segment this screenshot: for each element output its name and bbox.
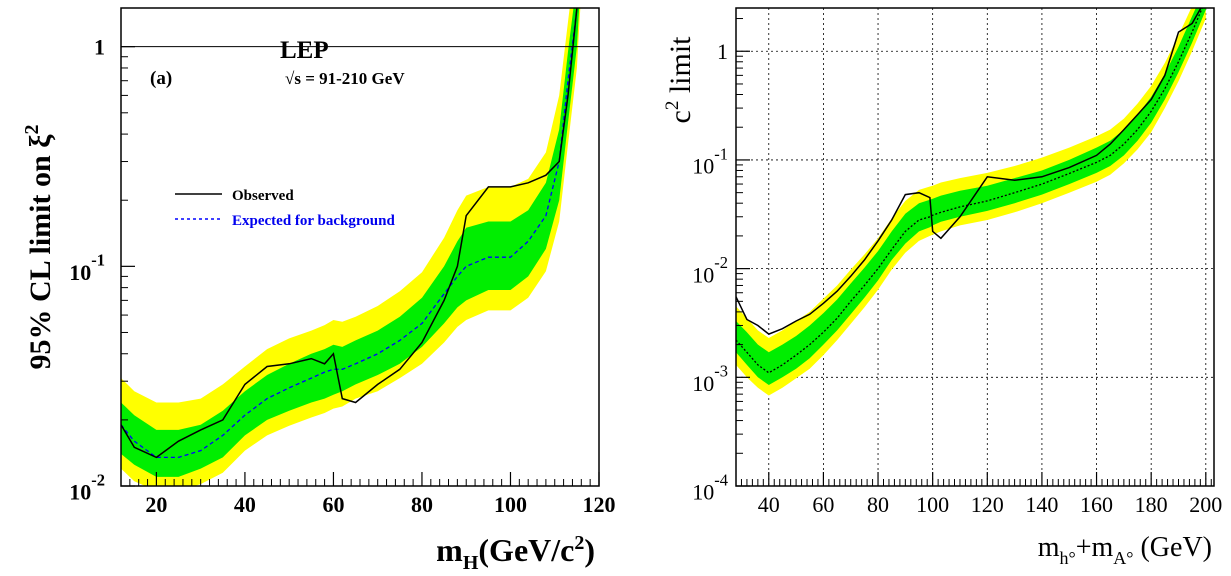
x-tick-label: 200 xyxy=(1189,492,1222,517)
right-chart: 40 60 80 100 120 140 160 180 200110-110-210-310-… xyxy=(662,7,1222,568)
y-tick-exp: -1 xyxy=(91,251,105,270)
left-y-axis-title: 95% CL limit on ξ2 xyxy=(21,124,57,369)
left-x-axis-label: m xyxy=(436,532,463,568)
right-plot-area xyxy=(736,8,1206,396)
right-frame xyxy=(735,7,1215,487)
x-tick-label: 40 xyxy=(234,492,256,517)
left-x-axis-unit-sup: 2 xyxy=(574,532,584,554)
right-grid xyxy=(736,8,1214,487)
right-x-axis-mid: +m xyxy=(1076,532,1114,563)
left-y-axis-label-sup: 2 xyxy=(21,124,43,134)
y-tick-label: 10-3 xyxy=(692,362,728,396)
x-tick-label: 60 xyxy=(322,492,344,517)
x-tick-label: 160 xyxy=(1080,492,1113,517)
left-energy-label: √s = 91-210 GeV xyxy=(285,69,405,88)
y-tick-exp: -3 xyxy=(714,362,728,381)
y-tick-base: 1 xyxy=(717,39,728,64)
y-tick-exp: -2 xyxy=(714,253,728,272)
right-y-axis-label-sup: 2 xyxy=(662,101,683,111)
y-tick-label: 1 xyxy=(94,34,105,59)
left-y-axis-label: 95% CL limit on ξ xyxy=(24,134,57,370)
legend-observed-label: Observed xyxy=(232,188,294,204)
y-tick-base: 10 xyxy=(692,480,714,505)
x-tick-label: 180 xyxy=(1135,492,1168,517)
y-tick-label: 10-1 xyxy=(69,251,105,285)
left-x-axis-title: mH(GeV/c2) xyxy=(436,532,595,574)
right-x-axis-sub1: h° xyxy=(1059,548,1075,568)
x-tick-label: 120 xyxy=(583,492,616,517)
y-tick-exp: -2 xyxy=(91,470,105,489)
band-1-sigma xyxy=(121,8,580,477)
right-y-axis-title: c2 limit xyxy=(662,36,697,124)
right-x-axis-label: m xyxy=(1038,532,1060,563)
left-x-axis-unit: (GeV/c xyxy=(478,532,574,568)
y-tick-base: 10 xyxy=(692,262,714,287)
left-plot-area xyxy=(121,8,599,486)
left-header-text: LEP xyxy=(280,37,329,64)
left-panel-label: (a) xyxy=(150,68,172,89)
right-x-axis-sub2: A° xyxy=(1113,548,1133,568)
x-tick-label: 60 xyxy=(812,492,834,517)
band-1-sigma xyxy=(736,8,1206,385)
x-tick-label: 100 xyxy=(916,492,949,517)
left-frame xyxy=(120,7,600,487)
observed-line xyxy=(121,8,578,459)
left-x-axis-label-sub: H xyxy=(463,552,479,574)
x-tick-label: 100 xyxy=(494,492,527,517)
x-tick-label: 80 xyxy=(411,492,433,517)
x-tick-label: 140 xyxy=(1025,492,1058,517)
y-tick-label: 1 xyxy=(717,39,728,64)
left-x-axis-close: ) xyxy=(584,532,595,568)
y-tick-label: 10-2 xyxy=(69,470,105,504)
right-x-axis-title: mh°+mA° (GeV) xyxy=(1038,532,1212,568)
right-y-axis-label-rest: limit xyxy=(664,36,697,101)
y-tick-label: 10-1 xyxy=(692,144,728,178)
y-tick-label: 10-2 xyxy=(692,253,728,287)
y-tick-base: 10 xyxy=(692,154,714,179)
right-y-axis-label: c xyxy=(664,110,697,123)
x-tick-label: 80 xyxy=(867,492,889,517)
legend-expected-label: Expected for background xyxy=(232,213,395,229)
observed-line xyxy=(736,8,1202,335)
x-tick-label: 20 xyxy=(145,492,167,517)
right-x-axis-unit: (GeV) xyxy=(1133,532,1212,563)
y-tick-label: 10-4 xyxy=(692,470,728,504)
x-tick-label: 40 xyxy=(758,492,780,517)
y-tick-exp: -4 xyxy=(714,470,728,489)
y-tick-base: 10 xyxy=(692,371,714,396)
y-tick-base: 10 xyxy=(69,260,91,285)
expected-line xyxy=(736,8,1203,374)
y-tick-base: 10 xyxy=(69,480,91,505)
x-tick-label: 120 xyxy=(971,492,1004,517)
right-axes: 40 60 80 100 120 140 160 180 200110-110-210-310-… xyxy=(692,18,1222,517)
legend: Observed Expected for background xyxy=(175,188,395,229)
y-tick-exp: -1 xyxy=(714,144,728,163)
y-tick-base: 1 xyxy=(94,34,105,59)
